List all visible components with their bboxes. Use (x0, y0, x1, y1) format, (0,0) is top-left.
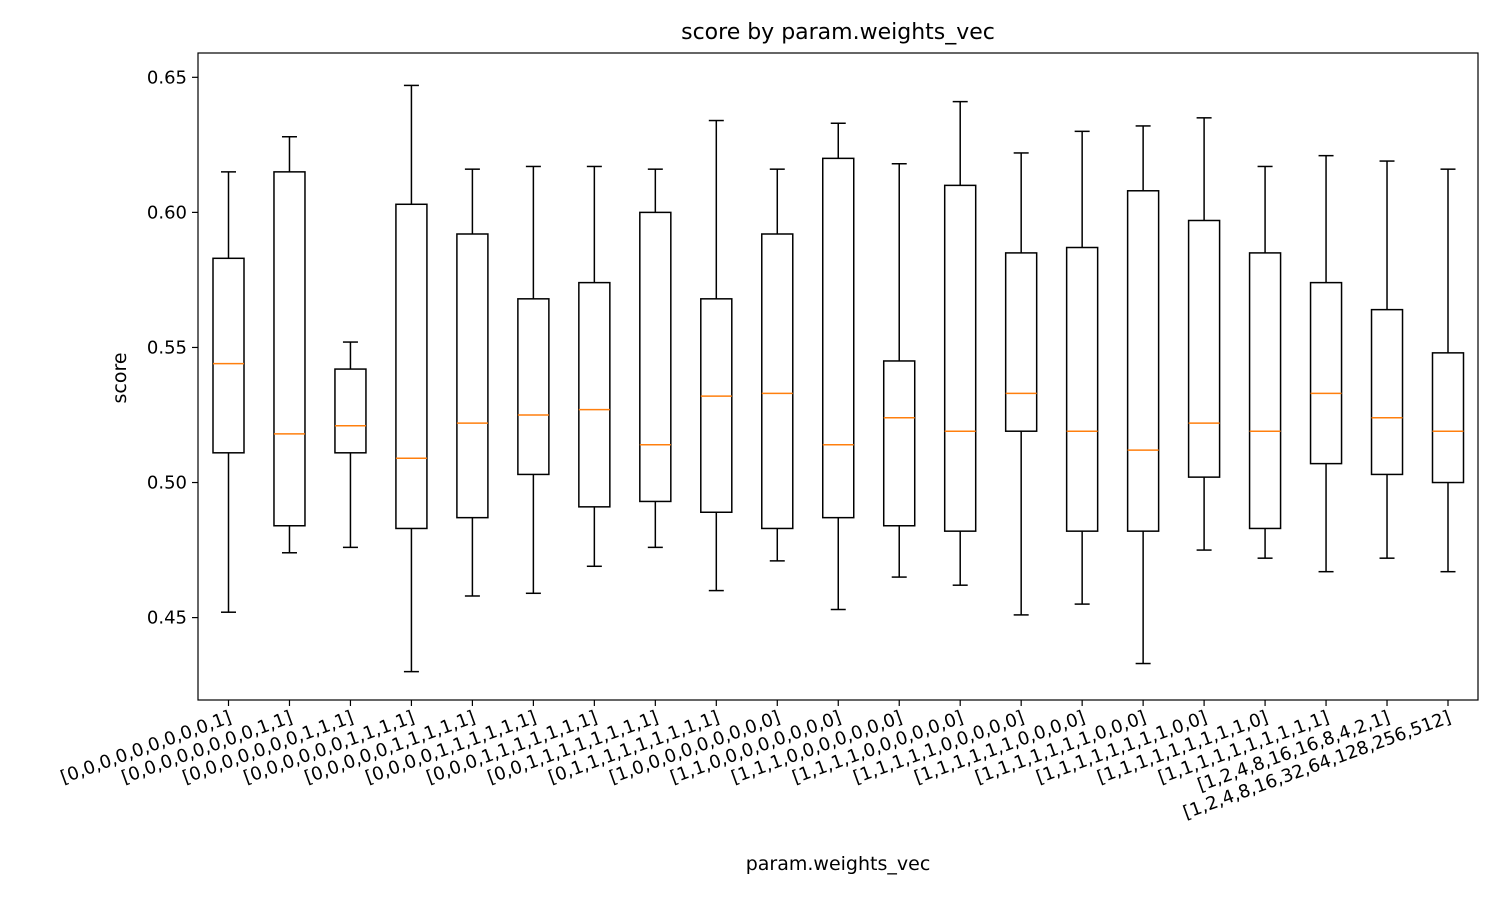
box-group (334, 341, 367, 549)
iqr-box (822, 157, 855, 519)
box-group (456, 168, 489, 597)
box-group (1187, 117, 1221, 551)
box-group (822, 122, 855, 611)
iqr-box (212, 257, 245, 454)
chart-title: score by param.weights_vec (681, 20, 995, 45)
y-tick-label: 0.55 (147, 337, 187, 358)
box-group (578, 165, 611, 568)
iqr-box (456, 233, 489, 519)
iqr-box (1065, 246, 1099, 532)
box-group (273, 135, 306, 554)
iqr-box (1370, 308, 1404, 476)
y-axis: 0.45 0.50 0.55 0.60 0.65 (147, 67, 198, 629)
iqr-box (882, 360, 916, 527)
box-group (1431, 168, 1465, 573)
iqr-box (334, 368, 367, 454)
iqr-box (1126, 190, 1160, 532)
box-group (1370, 160, 1404, 559)
iqr-box (1248, 252, 1282, 530)
iqr-box (517, 298, 550, 476)
box-group (395, 84, 428, 673)
y-tick-label: 0.50 (147, 473, 187, 494)
box-group (700, 119, 733, 592)
iqr-box (1004, 252, 1038, 432)
x-axis: [0,0,0,0,0,0,0,0,0,1][0,0,0,0,0,0,0,0,1,… (58, 700, 1454, 824)
iqr-box (273, 171, 306, 527)
y-tick-label: 0.65 (147, 67, 187, 88)
iqr-box (943, 184, 977, 532)
iqr-box (578, 281, 611, 508)
box-group (639, 168, 672, 549)
box-group (1126, 125, 1160, 665)
iqr-box (761, 233, 794, 530)
iqr-box (1431, 352, 1465, 484)
box-group (761, 168, 794, 562)
iqr-box (700, 298, 733, 513)
box-group (1004, 152, 1038, 616)
box-group (1248, 165, 1282, 559)
iqr-box (395, 203, 428, 530)
plot-area (212, 84, 1465, 673)
iqr-box (639, 211, 672, 503)
iqr-box (1187, 219, 1221, 478)
box-group (1309, 154, 1343, 573)
y-tick-label: 0.45 (147, 608, 187, 629)
box-group (1065, 130, 1099, 605)
box-group (943, 100, 977, 586)
box-group (212, 171, 245, 613)
box-group (882, 163, 916, 578)
y-tick-label: 0.60 (147, 202, 187, 223)
y-axis-title: score (109, 352, 131, 403)
box-group (517, 165, 550, 595)
iqr-box (1309, 281, 1343, 465)
x-axis-title: param.weights_vec (746, 853, 931, 875)
